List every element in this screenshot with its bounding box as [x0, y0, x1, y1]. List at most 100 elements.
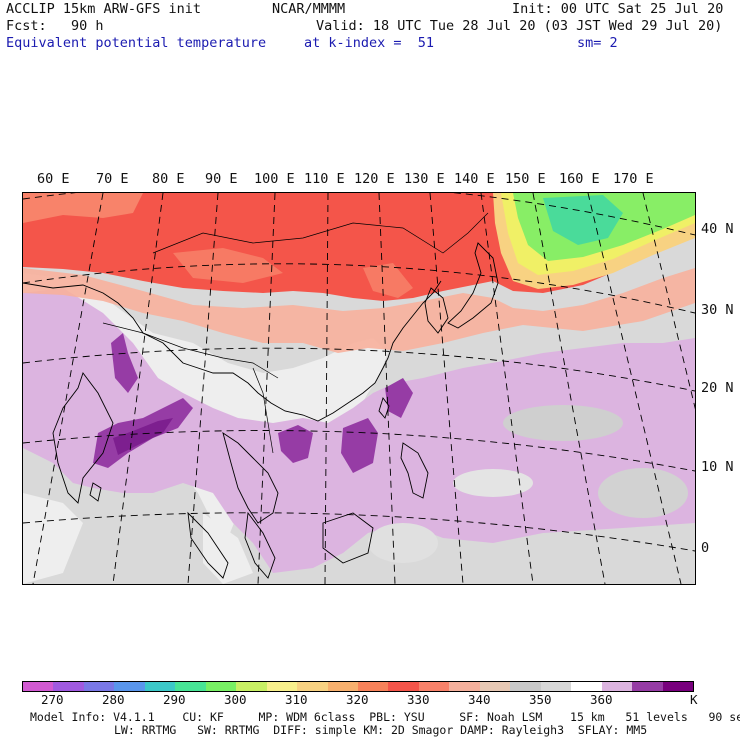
colorbar-swatch — [449, 682, 480, 691]
land-region — [23, 493, 83, 584]
lon-label-90e: 90 E — [205, 171, 238, 187]
border-line — [102, 322, 279, 379]
grey-patch — [503, 405, 623, 441]
init-time: Init: 00 UTC Sat 25 Jul 20 — [512, 1, 724, 17]
salmon-band — [23, 268, 695, 353]
land-region — [203, 513, 253, 584]
grey-patch — [598, 468, 688, 518]
colorbar-unit: K — [690, 692, 698, 707]
colorbar-swatch — [571, 682, 602, 691]
colorbar-label-330: 330 — [407, 692, 430, 707]
lat-label-40n: 40 N — [701, 221, 734, 237]
lon-line-140e — [480, 193, 534, 584]
lon-label-100e: 100 E — [254, 171, 295, 187]
lon-line-100e — [257, 193, 276, 584]
deep-convection-region — [111, 333, 138, 393]
field-name: Equivalent potential temperature — [6, 35, 267, 51]
colorbar-swatch — [114, 682, 145, 691]
organization-label: NCAR/MMMM — [272, 1, 346, 17]
colorbar-swatch — [266, 682, 298, 691]
forecast-hour: Fcst: 90 h — [6, 18, 104, 34]
lon-label-70e: 70 E — [96, 171, 129, 187]
lon-label-120e: 120 E — [354, 171, 395, 187]
colorbar-swatch — [144, 682, 176, 691]
lat-label-10n: 10 N — [701, 459, 734, 475]
colorbar-swatch — [205, 682, 237, 691]
coastline-taiwan — [378, 397, 390, 419]
lon-label-150e: 150 E — [505, 171, 546, 187]
orange-patch — [363, 263, 413, 298]
coastlines — [23, 212, 499, 579]
lon-label-170e: 170 E — [613, 171, 654, 187]
colorbar-swatch — [418, 682, 450, 691]
colorbar-label-290: 290 — [163, 692, 186, 707]
lat-label-0: 0 — [701, 540, 710, 556]
colorbar-swatch — [510, 682, 541, 691]
colorbar-swatch — [632, 682, 663, 691]
border-line — [252, 367, 274, 454]
colorbar-swatch — [83, 682, 115, 691]
orange-patch — [23, 193, 143, 223]
lon-label-110e: 110 E — [304, 171, 345, 187]
smoothing-label: sm= 2 — [577, 35, 618, 51]
coastline-india — [52, 372, 114, 504]
lat-line-10n — [23, 430, 695, 472]
coastline-malay — [244, 511, 276, 579]
model-info-line-1: Model Info: V4.1.1 CU: KF MP: WDM 6class… — [30, 710, 740, 724]
deep-convection-region — [278, 425, 313, 463]
lon-line-160e — [587, 193, 682, 584]
coastline-korea — [424, 287, 449, 334]
deep-convection-region — [113, 418, 173, 455]
coastline-sumatra — [187, 511, 229, 579]
lat-line-40n — [23, 193, 695, 236]
lon-line-110e — [324, 193, 329, 584]
lon-line-120e — [378, 193, 396, 584]
colorbar-label-280: 280 — [102, 692, 125, 707]
lon-label-60e: 60 E — [37, 171, 70, 187]
colorbar-swatch — [53, 682, 84, 691]
colorbar-swatch — [388, 682, 419, 691]
lon-label-160e: 160 E — [559, 171, 600, 187]
orange-patch — [173, 248, 283, 283]
lon-line-90e — [187, 193, 219, 584]
border-line — [152, 212, 489, 254]
lat-label-30n: 30 N — [701, 302, 734, 318]
colorbar-swatch — [23, 682, 54, 691]
lat-label-20n: 20 N — [701, 380, 734, 396]
coastline — [23, 280, 442, 422]
colorbar-label-310: 310 — [285, 692, 308, 707]
lat-line-30n — [23, 263, 695, 314]
colorbar-swatch — [601, 682, 633, 691]
lon-line-150e — [532, 193, 606, 584]
lon-label-80e: 80 E — [152, 171, 185, 187]
colorbar-label-300: 300 — [224, 692, 247, 707]
level-index: at k-index = 51 — [304, 35, 435, 51]
map-grid — [23, 193, 695, 584]
grey-patch — [453, 469, 533, 497]
colorbar-swatch — [479, 682, 511, 691]
theta-e-field-map — [23, 193, 695, 584]
lon-line-170e — [642, 193, 695, 410]
colorbar-swatch — [540, 682, 572, 691]
colorbar-label-360: 360 — [590, 692, 613, 707]
colorbar-label-270: 270 — [41, 692, 64, 707]
coastline-borneo — [322, 512, 374, 564]
colorbar-label-340: 340 — [468, 692, 491, 707]
lon-line-130e — [429, 193, 464, 584]
colorbar-swatch — [662, 682, 693, 691]
colorbar-swatch — [327, 682, 358, 691]
model-title: ACCLIP 15km ARW-GFS init — [6, 1, 202, 17]
lon-label-130e: 130 E — [404, 171, 445, 187]
colorbar-swatch — [236, 682, 267, 691]
grey-patch — [368, 523, 438, 563]
lat-line-20n — [23, 347, 695, 392]
valid-time: Valid: 18 UTC Tue 28 Jul 20 (03 JST Wed … — [316, 18, 723, 34]
coastline-srilanka — [89, 482, 102, 502]
lon-label-140e: 140 E — [454, 171, 495, 187]
colorbar-swatch — [175, 682, 206, 691]
deep-convection-region — [385, 378, 413, 418]
coastline-japan — [447, 242, 499, 329]
colorbar-swatch — [357, 682, 389, 691]
lat-line-0 — [23, 512, 695, 552]
colorbar-swatch — [297, 682, 328, 691]
